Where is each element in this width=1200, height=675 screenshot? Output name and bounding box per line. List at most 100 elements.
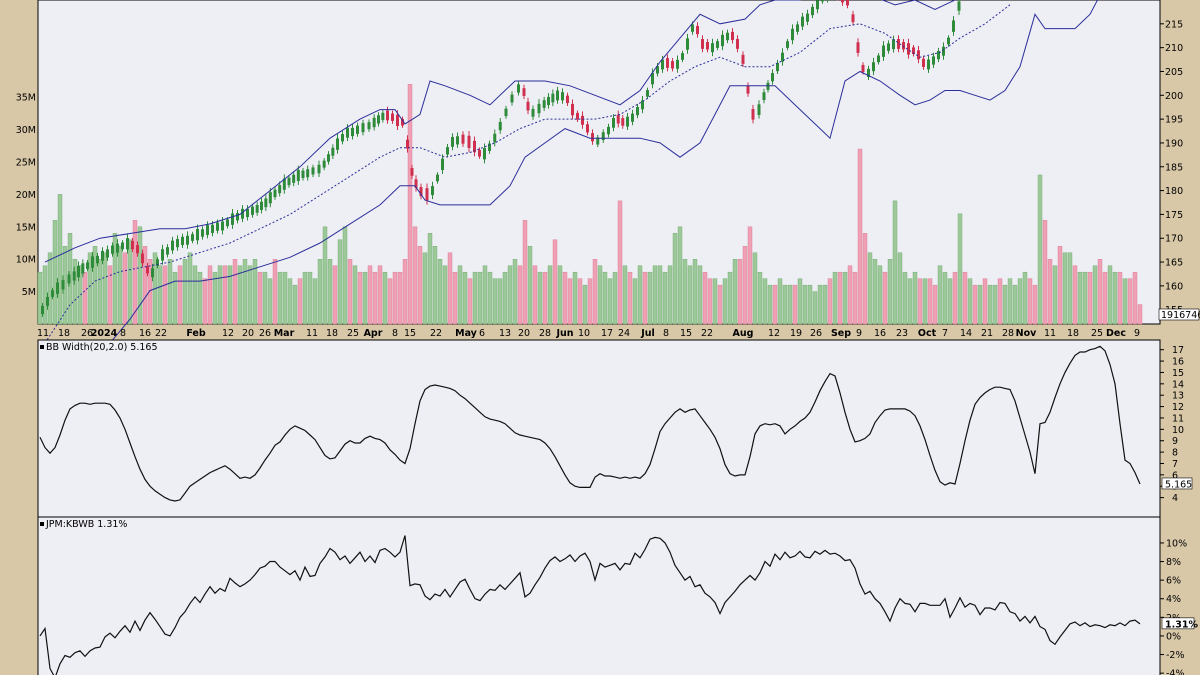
x-tick-label: 11	[37, 328, 49, 339]
candle-body	[571, 103, 574, 116]
volume-bar	[612, 271, 618, 325]
volume-tick-label: 5M	[22, 287, 36, 298]
volume-bar	[37, 271, 43, 325]
candle-body	[96, 255, 99, 264]
candle-body	[141, 253, 144, 264]
volume-bar	[497, 278, 503, 325]
volume-bar	[402, 259, 408, 325]
volume-bar	[1027, 278, 1033, 325]
volume-bar	[682, 259, 688, 325]
volume-bar	[197, 271, 203, 325]
candle-body	[566, 95, 569, 104]
volume-bar	[802, 284, 808, 325]
x-tick-label: Dec	[1106, 328, 1126, 339]
volume-bar	[57, 194, 63, 325]
volume-bar	[542, 271, 548, 325]
candle-body	[372, 117, 376, 128]
volume-bar	[1052, 265, 1058, 325]
bbw-last-box	[1161, 477, 1193, 490]
candle-body	[171, 240, 174, 251]
candle-body	[952, 20, 955, 32]
candle-body	[856, 42, 860, 53]
x-tick-label: 11	[306, 328, 318, 339]
volume-bar	[592, 259, 598, 325]
candle-body	[156, 259, 159, 266]
x-tick-label: 12	[222, 328, 234, 339]
volume-bar	[757, 271, 763, 325]
candle-body	[273, 189, 277, 198]
x-tick-label: 6	[479, 328, 485, 339]
volume-bar	[792, 284, 798, 325]
x-tick-label: 16	[874, 328, 886, 339]
volume-bar	[837, 271, 843, 325]
candle-body	[821, 0, 824, 2]
volume-bar	[112, 233, 118, 325]
candle-body	[111, 245, 114, 254]
volume-bar	[1087, 271, 1093, 325]
volume-bar	[647, 271, 653, 325]
candle-body	[676, 59, 679, 69]
volume-bar	[397, 271, 403, 325]
candle-body	[327, 154, 330, 162]
volume-bar	[1002, 284, 1008, 325]
volume-bar	[637, 265, 643, 325]
x-tick-label: 25	[347, 328, 359, 339]
volume-bar	[1032, 284, 1038, 325]
volume-bar	[737, 259, 743, 325]
candle-body	[461, 134, 465, 144]
candle-body	[478, 149, 481, 157]
volume-bar	[312, 278, 318, 325]
x-tick-label: Oct	[918, 328, 937, 339]
last-volume-value: 19167466	[1161, 310, 1200, 321]
candle-body	[927, 59, 930, 70]
volume-bar	[887, 259, 893, 325]
candle-body	[436, 174, 439, 182]
x-tick-label: 22	[155, 328, 167, 339]
volume-bar	[1132, 271, 1138, 325]
volume-bar	[47, 252, 53, 325]
volume-bar	[622, 265, 628, 325]
volume-bar	[257, 271, 263, 325]
candle-body	[616, 114, 620, 124]
volume-bar	[547, 265, 553, 325]
x-tick-label: 15	[680, 328, 692, 339]
candle-body	[56, 282, 59, 294]
candle-body	[731, 31, 734, 41]
x-tick-label: 13	[499, 328, 511, 339]
volume-bar	[1007, 278, 1013, 325]
candle-body	[547, 96, 550, 106]
x-tick-label: Aug	[733, 328, 754, 339]
volume-bar	[882, 271, 888, 325]
candle-body	[771, 73, 774, 82]
volume-bar	[482, 265, 488, 325]
candle-body	[451, 136, 454, 147]
volume-bar	[797, 278, 803, 325]
candle-body	[431, 186, 434, 196]
candle-body	[942, 46, 945, 56]
candle-body	[902, 42, 905, 50]
candle-body	[786, 41, 789, 48]
candle-body	[846, 0, 849, 6]
volume-bar	[587, 278, 593, 325]
candle-body	[766, 82, 770, 90]
candle-body	[741, 54, 745, 64]
volume-bar	[687, 265, 693, 325]
volume-bar	[262, 271, 268, 325]
volume-bar	[1112, 271, 1118, 325]
candle-body	[776, 62, 779, 72]
bbw-tick-label: 17	[1172, 345, 1184, 356]
volume-bar	[272, 259, 278, 325]
candle-body	[706, 42, 709, 50]
candle-body	[531, 108, 535, 117]
volume-bar	[582, 284, 588, 325]
volume-bar	[537, 271, 543, 325]
candle-body	[681, 53, 684, 60]
volume-bar	[932, 284, 938, 325]
x-tick-label: Feb	[186, 328, 206, 339]
volume-bar	[347, 259, 353, 325]
candle-body	[473, 140, 476, 153]
candle-body	[510, 94, 514, 103]
candle-body	[72, 271, 76, 281]
volume-bar	[617, 200, 623, 325]
last-volume-label: 19167466	[1158, 308, 1200, 321]
